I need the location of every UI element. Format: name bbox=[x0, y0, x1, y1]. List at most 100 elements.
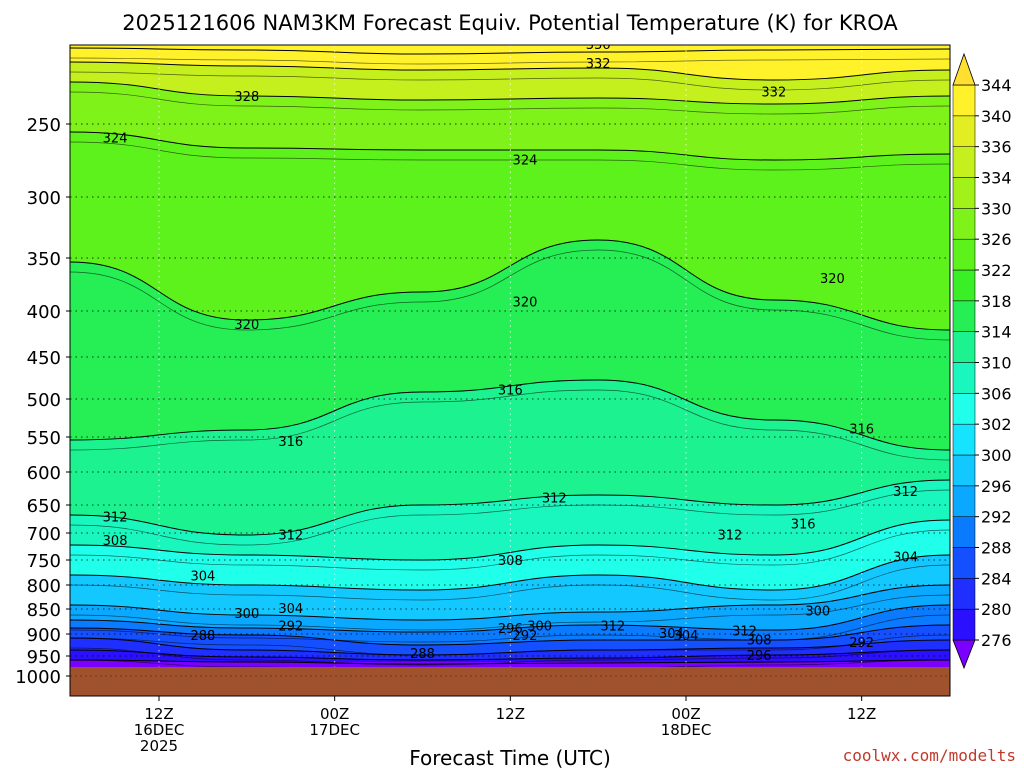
contour-280 bbox=[70, 659, 950, 665]
colorbar-label: 288 bbox=[981, 539, 1012, 558]
contour-292 bbox=[70, 624, 950, 646]
colorbar-label: 302 bbox=[981, 415, 1012, 434]
contour-314 bbox=[70, 389, 950, 461]
colorbar-label: 334 bbox=[981, 169, 1012, 188]
contour-label: 320 bbox=[513, 296, 538, 311]
x-tick-label: 12Z bbox=[144, 705, 173, 723]
colorbar-segment bbox=[952, 84, 976, 117]
x-tick-label: 17DEC bbox=[309, 721, 360, 739]
contour-label: 312 bbox=[893, 485, 918, 500]
colorbar-segment bbox=[952, 115, 976, 147]
contour-labels: 3363323323283243243203203203163163163123… bbox=[103, 38, 918, 664]
contour-label: 308 bbox=[498, 554, 523, 569]
colorbar-min-arrow bbox=[952, 639, 976, 670]
contour-label: 296 bbox=[498, 622, 523, 637]
contour-label: 316 bbox=[849, 422, 874, 437]
colorbar-segment bbox=[952, 362, 976, 394]
contour-300 bbox=[70, 584, 950, 621]
x-tick-label: 12Z bbox=[847, 705, 876, 723]
colorbar-segment bbox=[952, 331, 976, 363]
colorbar-label: 322 bbox=[981, 261, 1012, 280]
contour-label: 312 bbox=[718, 529, 743, 544]
contour-label: 304 bbox=[674, 629, 699, 644]
y-tick-label: 600 bbox=[27, 463, 61, 484]
y-tick-label: 500 bbox=[27, 390, 61, 411]
contour-label: 328 bbox=[234, 90, 259, 105]
x-tick-label: 00Z bbox=[671, 705, 700, 723]
contour-label: 304 bbox=[278, 602, 303, 617]
colorbar-label: 326 bbox=[981, 230, 1012, 249]
contour-label: 308 bbox=[747, 634, 772, 649]
contour-304 bbox=[70, 554, 950, 591]
contour-322 bbox=[70, 141, 950, 171]
colorbar-segment bbox=[952, 269, 976, 302]
colorbar-segment bbox=[952, 208, 976, 240]
y-tick-label: 350 bbox=[27, 249, 61, 270]
colorbar-segment bbox=[952, 578, 976, 610]
site-credit: coolwx.com/modelts bbox=[843, 746, 1016, 765]
contour-label: 332 bbox=[761, 85, 786, 100]
contour-label: 312 bbox=[732, 625, 757, 640]
y-tick-label: 850 bbox=[27, 600, 61, 621]
colorbar-segment bbox=[952, 393, 976, 425]
grid-lines bbox=[70, 45, 950, 667]
x-tick-label: 18DEC bbox=[661, 721, 712, 739]
y-tick-label: 550 bbox=[27, 428, 61, 449]
contour-label: 292 bbox=[278, 620, 303, 635]
colorbar-segment bbox=[952, 177, 976, 209]
colorbar-segment bbox=[952, 146, 976, 178]
colorbar-label: 318 bbox=[981, 292, 1012, 311]
contour-label: 324 bbox=[513, 154, 538, 169]
x-tick-label: 12Z bbox=[496, 705, 525, 723]
y-tick-label: 900 bbox=[27, 625, 61, 646]
contour-332 bbox=[70, 61, 950, 81]
colorbar-segment bbox=[952, 608, 976, 641]
contour-label: 312 bbox=[600, 620, 625, 635]
contour-label: 292 bbox=[849, 636, 874, 651]
y-tick-label: 300 bbox=[27, 188, 61, 209]
colorbar-label: 280 bbox=[981, 600, 1012, 619]
y-tick-label: 650 bbox=[27, 496, 61, 517]
colorbar-label: 306 bbox=[981, 384, 1012, 403]
x-tick-label: 00Z bbox=[320, 705, 349, 723]
pressure-axis: 250 300 350 400 450 500 550 600 650 700 750 800 850 9… bbox=[15, 115, 70, 688]
contour-label: 320 bbox=[820, 272, 845, 287]
contour-label: 312 bbox=[542, 491, 567, 506]
contour-328 bbox=[70, 81, 950, 105]
contour-312 bbox=[70, 479, 950, 536]
colorbar-legend: 276 280 284 288 292 296 300 302 306 310 314 318 322 3… bbox=[952, 52, 1012, 670]
contour-label: 300 bbox=[234, 607, 259, 622]
colorbar-label: 292 bbox=[981, 508, 1012, 527]
colorbar-segment bbox=[952, 423, 976, 456]
contour-label: 300 bbox=[805, 605, 830, 620]
colorbar-label: 336 bbox=[981, 138, 1012, 157]
colorbar-segment bbox=[952, 516, 976, 548]
contour-label: 292 bbox=[513, 629, 538, 644]
contour-294 bbox=[70, 614, 950, 643]
y-tick-label: 250 bbox=[27, 115, 61, 136]
chart-title: 2025121606 NAM3KM Forecast Equiv. Potent… bbox=[122, 11, 898, 35]
contour-308 bbox=[70, 519, 950, 561]
contour-label: 320 bbox=[234, 318, 259, 333]
plot-area: 3363323323283243243203203203163163163123… bbox=[69, 38, 951, 697]
y-tick-label: 700 bbox=[27, 524, 61, 545]
contour-label: 304 bbox=[191, 570, 216, 585]
contour-label: 312 bbox=[278, 529, 303, 544]
colorbar-segment bbox=[952, 238, 976, 271]
colorbar-segment bbox=[952, 485, 976, 517]
contour-label: 316 bbox=[791, 518, 816, 533]
contour-label: 332 bbox=[586, 57, 611, 72]
band-bottom bbox=[70, 662, 950, 667]
colorbar-label: 300 bbox=[981, 446, 1012, 465]
contour-296 bbox=[70, 604, 950, 633]
contour-282 bbox=[70, 659, 950, 667]
contour-label: 304 bbox=[893, 550, 918, 565]
y-tick-label: 1000 bbox=[15, 667, 61, 688]
colorbar-max-arrow bbox=[952, 52, 976, 86]
contour-284 bbox=[70, 649, 950, 661]
contour-label: 336 bbox=[586, 38, 611, 53]
contour-label: 324 bbox=[103, 132, 128, 147]
x-tick-label: 16DEC bbox=[134, 721, 185, 739]
contour-label: 304 bbox=[659, 627, 684, 642]
